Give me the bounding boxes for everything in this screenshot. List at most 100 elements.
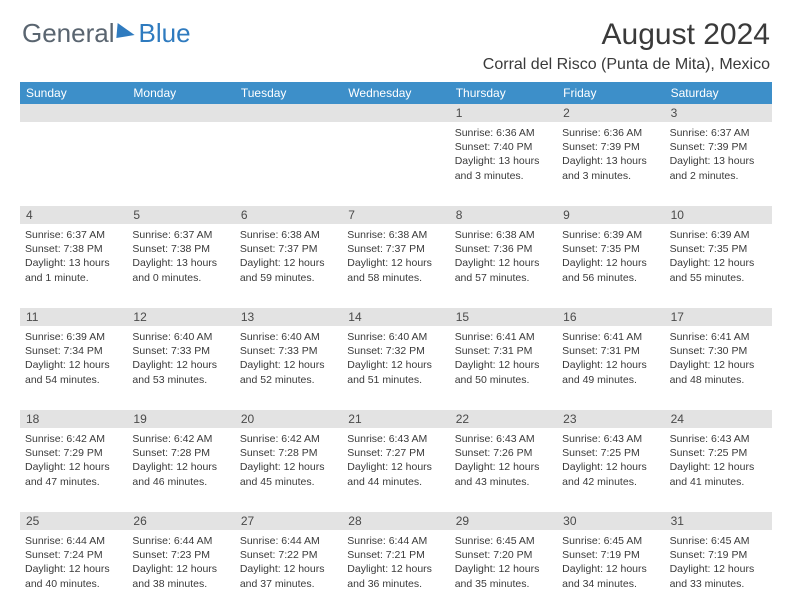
day-detail: Sunrise: 6:39 AM Sunset: 7:35 PM Dayligh…: [670, 226, 767, 285]
day-detail: Sunrise: 6:37 AM Sunset: 7:38 PM Dayligh…: [132, 226, 229, 285]
logo-triangle-icon: [116, 23, 135, 38]
day-detail: [25, 124, 122, 126]
day-number: [342, 104, 449, 122]
day-number: 21: [342, 410, 449, 428]
day-number: 11: [20, 308, 127, 326]
day-detail: [240, 124, 337, 126]
day-number: 29: [450, 512, 557, 530]
day-cell: Sunrise: 6:43 AM Sunset: 7:26 PM Dayligh…: [450, 428, 557, 512]
day-detail: Sunrise: 6:40 AM Sunset: 7:33 PM Dayligh…: [132, 328, 229, 387]
day-cell: Sunrise: 6:37 AM Sunset: 7:38 PM Dayligh…: [127, 224, 234, 308]
dow-row: SundayMondayTuesdayWednesdayThursdayFrid…: [20, 82, 772, 104]
day-cell: Sunrise: 6:37 AM Sunset: 7:39 PM Dayligh…: [665, 122, 772, 206]
day-number: 20: [235, 410, 342, 428]
day-number: 30: [557, 512, 664, 530]
day-number: 10: [665, 206, 772, 224]
dow-cell: Monday: [127, 82, 234, 104]
day-cell: [127, 122, 234, 206]
day-detail: Sunrise: 6:39 AM Sunset: 7:35 PM Dayligh…: [562, 226, 659, 285]
day-detail: Sunrise: 6:44 AM Sunset: 7:22 PM Dayligh…: [240, 532, 337, 591]
day-cell: Sunrise: 6:43 AM Sunset: 7:25 PM Dayligh…: [557, 428, 664, 512]
day-detail: Sunrise: 6:36 AM Sunset: 7:39 PM Dayligh…: [562, 124, 659, 183]
day-number: 4: [20, 206, 127, 224]
day-number: 31: [665, 512, 772, 530]
logo-text-general: General: [22, 18, 115, 49]
dow-cell: Friday: [557, 82, 664, 104]
day-cell: [342, 122, 449, 206]
day-number: 28: [342, 512, 449, 530]
day-cell: Sunrise: 6:44 AM Sunset: 7:21 PM Dayligh…: [342, 530, 449, 614]
day-cell: [235, 122, 342, 206]
day-cell: Sunrise: 6:38 AM Sunset: 7:36 PM Dayligh…: [450, 224, 557, 308]
day-num-row: 18192021222324: [20, 410, 772, 428]
day-num-row: 123: [20, 104, 772, 122]
day-detail: Sunrise: 6:43 AM Sunset: 7:26 PM Dayligh…: [455, 430, 552, 489]
day-detail: Sunrise: 6:45 AM Sunset: 7:19 PM Dayligh…: [670, 532, 767, 591]
day-cell: [20, 122, 127, 206]
day-detail: Sunrise: 6:44 AM Sunset: 7:21 PM Dayligh…: [347, 532, 444, 591]
day-detail: Sunrise: 6:41 AM Sunset: 7:31 PM Dayligh…: [562, 328, 659, 387]
day-cell: Sunrise: 6:36 AM Sunset: 7:39 PM Dayligh…: [557, 122, 664, 206]
day-detail: Sunrise: 6:42 AM Sunset: 7:28 PM Dayligh…: [132, 430, 229, 489]
location: Corral del Risco (Punta de Mita), Mexico: [483, 56, 770, 74]
day-number: 24: [665, 410, 772, 428]
day-detail: Sunrise: 6:42 AM Sunset: 7:29 PM Dayligh…: [25, 430, 122, 489]
day-detail: Sunrise: 6:37 AM Sunset: 7:38 PM Dayligh…: [25, 226, 122, 285]
day-cell: Sunrise: 6:44 AM Sunset: 7:23 PM Dayligh…: [127, 530, 234, 614]
dow-cell: Thursday: [450, 82, 557, 104]
day-number: 2: [557, 104, 664, 122]
day-cell: Sunrise: 6:38 AM Sunset: 7:37 PM Dayligh…: [342, 224, 449, 308]
day-cell: Sunrise: 6:37 AM Sunset: 7:38 PM Dayligh…: [20, 224, 127, 308]
day-number: 1: [450, 104, 557, 122]
day-cell: Sunrise: 6:44 AM Sunset: 7:24 PM Dayligh…: [20, 530, 127, 614]
day-cell: Sunrise: 6:40 AM Sunset: 7:33 PM Dayligh…: [127, 326, 234, 410]
dow-cell: Tuesday: [235, 82, 342, 104]
week-row: Sunrise: 6:44 AM Sunset: 7:24 PM Dayligh…: [20, 530, 772, 614]
day-cell: Sunrise: 6:45 AM Sunset: 7:20 PM Dayligh…: [450, 530, 557, 614]
header: General Blue August 2024 Corral del Risc…: [0, 0, 792, 82]
day-cell: Sunrise: 6:43 AM Sunset: 7:25 PM Dayligh…: [665, 428, 772, 512]
day-number: [127, 104, 234, 122]
day-num-row: 25262728293031: [20, 512, 772, 530]
day-cell: Sunrise: 6:40 AM Sunset: 7:32 PM Dayligh…: [342, 326, 449, 410]
day-cell: Sunrise: 6:44 AM Sunset: 7:22 PM Dayligh…: [235, 530, 342, 614]
day-cell: Sunrise: 6:41 AM Sunset: 7:31 PM Dayligh…: [557, 326, 664, 410]
day-detail: Sunrise: 6:43 AM Sunset: 7:25 PM Dayligh…: [670, 430, 767, 489]
day-detail: Sunrise: 6:44 AM Sunset: 7:23 PM Dayligh…: [132, 532, 229, 591]
week-row: Sunrise: 6:36 AM Sunset: 7:40 PM Dayligh…: [20, 122, 772, 206]
day-cell: Sunrise: 6:43 AM Sunset: 7:27 PM Dayligh…: [342, 428, 449, 512]
day-detail: [132, 124, 229, 126]
day-detail: Sunrise: 6:45 AM Sunset: 7:19 PM Dayligh…: [562, 532, 659, 591]
day-cell: Sunrise: 6:45 AM Sunset: 7:19 PM Dayligh…: [665, 530, 772, 614]
day-number: 23: [557, 410, 664, 428]
day-cell: Sunrise: 6:39 AM Sunset: 7:34 PM Dayligh…: [20, 326, 127, 410]
day-number: 27: [235, 512, 342, 530]
day-detail: Sunrise: 6:41 AM Sunset: 7:30 PM Dayligh…: [670, 328, 767, 387]
day-number: 18: [20, 410, 127, 428]
day-cell: Sunrise: 6:41 AM Sunset: 7:30 PM Dayligh…: [665, 326, 772, 410]
dow-cell: Wednesday: [342, 82, 449, 104]
day-detail: Sunrise: 6:36 AM Sunset: 7:40 PM Dayligh…: [455, 124, 552, 183]
day-cell: Sunrise: 6:39 AM Sunset: 7:35 PM Dayligh…: [665, 224, 772, 308]
day-cell: Sunrise: 6:39 AM Sunset: 7:35 PM Dayligh…: [557, 224, 664, 308]
day-cell: Sunrise: 6:41 AM Sunset: 7:31 PM Dayligh…: [450, 326, 557, 410]
day-cell: Sunrise: 6:40 AM Sunset: 7:33 PM Dayligh…: [235, 326, 342, 410]
day-number: 8: [450, 206, 557, 224]
day-detail: Sunrise: 6:40 AM Sunset: 7:32 PM Dayligh…: [347, 328, 444, 387]
day-detail: Sunrise: 6:40 AM Sunset: 7:33 PM Dayligh…: [240, 328, 337, 387]
day-detail: Sunrise: 6:39 AM Sunset: 7:34 PM Dayligh…: [25, 328, 122, 387]
day-number: 7: [342, 206, 449, 224]
day-cell: Sunrise: 6:42 AM Sunset: 7:29 PM Dayligh…: [20, 428, 127, 512]
title-block: August 2024 Corral del Risco (Punta de M…: [483, 18, 770, 74]
day-detail: Sunrise: 6:41 AM Sunset: 7:31 PM Dayligh…: [455, 328, 552, 387]
day-cell: Sunrise: 6:42 AM Sunset: 7:28 PM Dayligh…: [127, 428, 234, 512]
day-detail: Sunrise: 6:42 AM Sunset: 7:28 PM Dayligh…: [240, 430, 337, 489]
day-number: 13: [235, 308, 342, 326]
day-number: 17: [665, 308, 772, 326]
day-number: [20, 104, 127, 122]
day-num-row: 11121314151617: [20, 308, 772, 326]
week-row: Sunrise: 6:37 AM Sunset: 7:38 PM Dayligh…: [20, 224, 772, 308]
day-detail: Sunrise: 6:38 AM Sunset: 7:36 PM Dayligh…: [455, 226, 552, 285]
logo: General Blue: [22, 18, 191, 49]
day-number: 12: [127, 308, 234, 326]
